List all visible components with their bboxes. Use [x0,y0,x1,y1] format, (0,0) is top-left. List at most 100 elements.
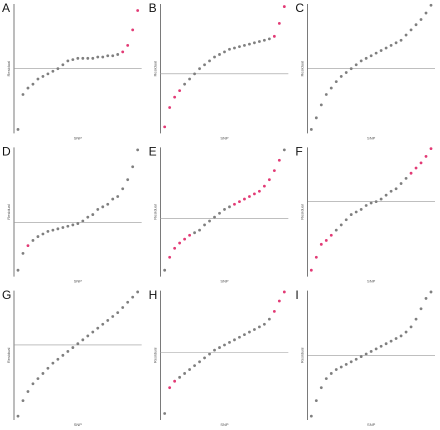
residual-point [116,311,120,315]
residual-point [183,372,187,375]
residual-point [319,242,323,246]
residual-point [344,218,348,222]
residual-point [66,224,70,228]
residual-point [399,38,403,42]
residual-point [334,368,338,371]
residual-point [258,189,261,193]
y-axis-label: Residual [153,204,158,220]
residual-point [364,56,368,60]
residual-point [86,334,90,338]
panel-letter: D [2,145,11,159]
residual-point [319,386,323,390]
residual-point [26,86,30,90]
residual-point [374,347,378,351]
residual-point [208,219,211,223]
residual-point [354,357,358,361]
residual-point [131,28,135,32]
panel-letter: G [2,288,11,302]
residual-point [282,148,286,152]
residual-point [314,116,318,120]
residual-point [429,147,433,151]
residual-point [193,72,196,76]
residual-point [324,239,328,242]
residual-point [36,377,40,381]
residual-point [384,46,388,50]
residual-point [163,268,167,272]
residual-point [198,67,201,71]
residual-point [218,211,221,215]
residual-point [369,201,373,205]
y-axis-label: Residual [153,61,158,77]
residual-point [364,204,368,207]
residual-point [233,202,236,206]
residual-point [253,192,256,196]
residual-point [203,223,206,227]
residual-point [349,67,353,71]
residual-point [16,268,20,272]
residual-point [258,325,261,329]
residual-point [131,165,135,169]
residual-point [208,59,211,63]
residual-point [404,176,408,180]
residual-point [404,33,408,37]
residual-point [349,360,353,364]
residual-point [126,43,130,47]
residual-point [384,193,388,197]
residual-point [126,178,130,182]
residual-point [248,42,251,46]
residual-point [71,223,75,227]
residual-point [282,5,286,8]
residual-point [262,38,266,42]
residual-point [91,56,95,60]
residual-point [238,200,241,204]
residual-point [364,352,368,356]
residual-point [106,202,110,206]
residual-point [267,37,271,41]
residual-point [267,317,271,321]
residual-point [424,297,428,300]
residual-point [272,309,276,313]
x-axis-label: SNP [220,422,229,427]
residual-point [173,379,177,383]
residual-point [329,372,333,375]
y-axis-label: Residual [299,347,304,363]
residual-point [101,55,105,59]
residual-point [91,330,95,334]
residual-point [56,67,60,71]
residual-point [349,213,353,216]
residual-point [168,106,172,109]
residual-point [106,54,110,58]
residual-point [81,56,85,60]
residual-point [243,333,246,337]
residual-point [409,325,413,329]
residual-point [16,414,20,418]
residual-point [193,364,196,368]
residual-point [399,334,403,338]
residual-point [414,317,418,321]
residual-point [223,50,226,54]
residual-point [272,34,276,38]
residual-point [339,75,343,78]
residual-point [61,226,65,229]
residual-point [309,414,313,418]
residual-point [91,213,95,216]
residual-point [183,82,187,86]
residual-point [243,197,246,201]
residual-point [359,59,363,63]
panel-letter: H [149,288,158,302]
residual-point [233,46,236,50]
panel-letter: E [149,145,157,159]
residual-point [96,326,100,330]
residual-point [319,103,323,107]
residual-point [168,255,172,259]
x-axis-label: SNP [74,135,83,140]
residual-point [419,161,423,165]
residual-point [26,244,30,248]
residual-point [193,231,196,235]
x-axis-label: SNP [367,135,376,140]
residual-point [76,222,80,226]
residual-point [334,80,338,83]
residual-point [394,337,398,340]
residual-point [277,299,281,303]
residual-point [188,368,191,371]
